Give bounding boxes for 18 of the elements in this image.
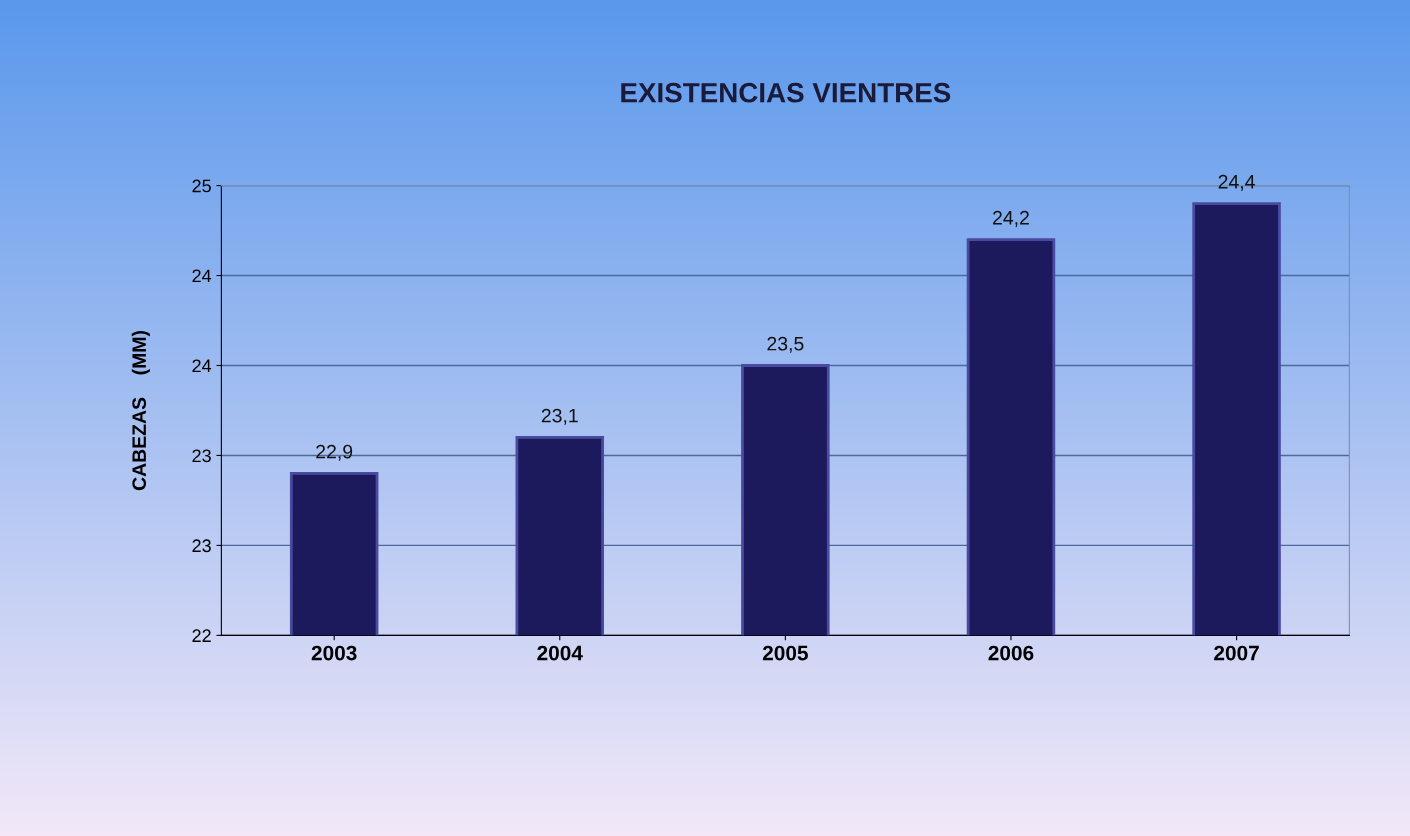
x-tick-label: 2003 — [311, 645, 357, 661]
y-tick-label: 22 — [192, 629, 211, 642]
y-tick-label: 24 — [192, 359, 212, 373]
data-label: 23,5 — [767, 336, 804, 353]
chart-title: EXISTENCIAS VIENTRES — [621, 82, 951, 103]
x-tick-label: 2007 — [1214, 645, 1259, 661]
y-tick-label: 25 — [192, 179, 211, 193]
y-tick-label: 23 — [192, 539, 211, 553]
y-axis-title: CABEZAS (MM) — [131, 330, 150, 491]
x-tick-label: 2005 — [762, 645, 808, 661]
data-label: 24,2 — [993, 210, 1029, 227]
data-label: 22,9 — [316, 444, 353, 461]
x-tick-label: 2006 — [988, 645, 1034, 661]
data-label: 23,1 — [541, 408, 578, 425]
data-label: 24,4 — [1218, 174, 1255, 191]
y-tick-label: 23 — [192, 449, 211, 463]
y-tick-label: 24 — [192, 269, 212, 283]
x-tick-label: 2004 — [537, 645, 583, 661]
